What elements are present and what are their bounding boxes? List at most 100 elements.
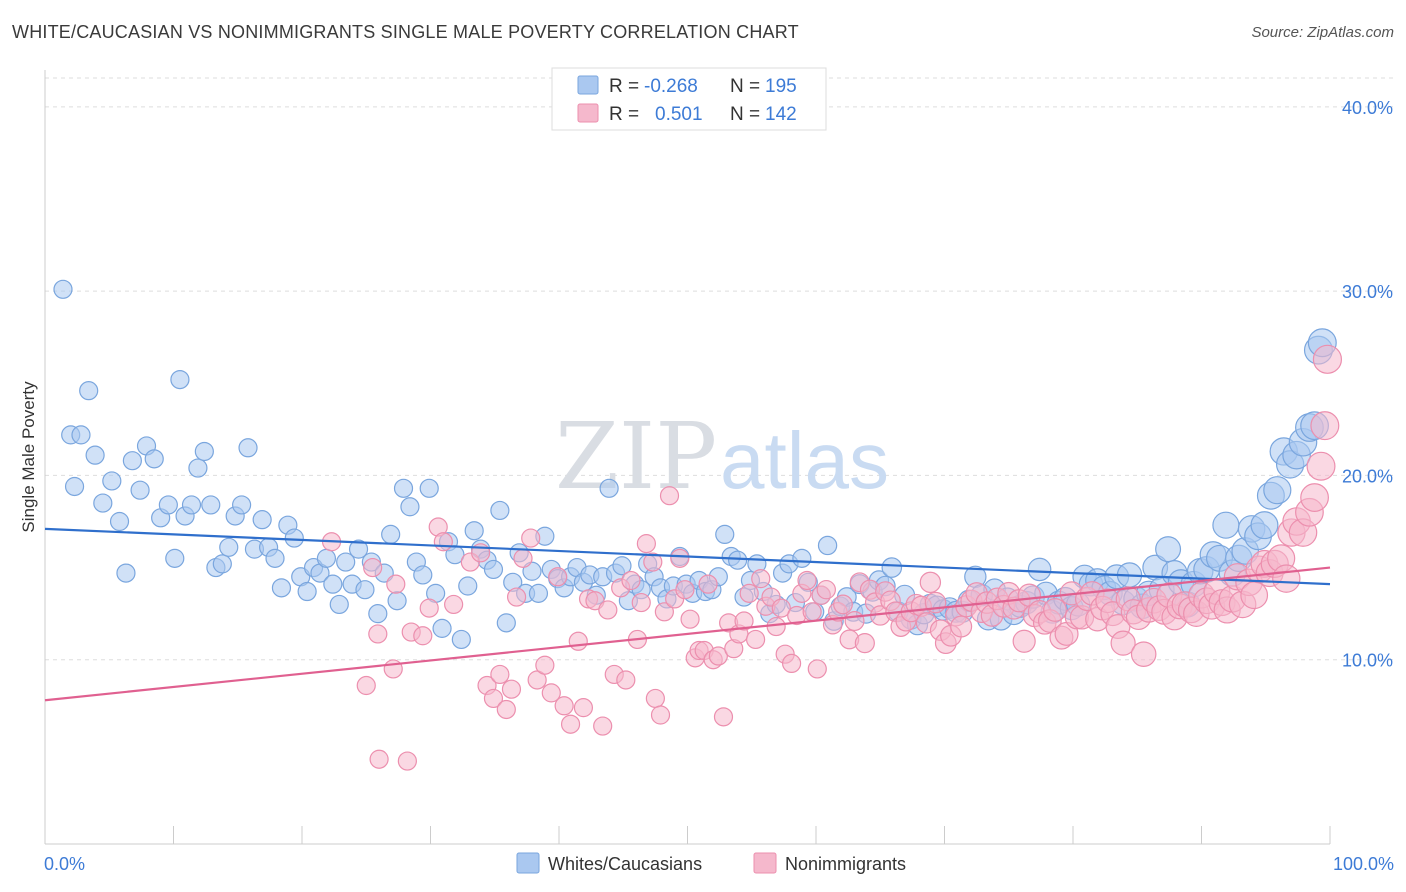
data-point [496, 699, 516, 720]
data-point [554, 696, 574, 716]
data-point [1272, 564, 1301, 593]
data-point [645, 688, 665, 709]
y-tick-label: 40.0% [1342, 98, 1393, 118]
data-point [232, 495, 252, 515]
data-point [751, 569, 771, 589]
data-point [201, 495, 221, 515]
data-point [483, 559, 504, 580]
y-tick-label: 20.0% [1342, 466, 1393, 486]
data-point [593, 716, 613, 736]
data-point [816, 579, 836, 600]
data-point [490, 500, 510, 521]
data-point [271, 578, 292, 598]
data-point [636, 534, 656, 554]
data-point [144, 449, 164, 469]
data-point [506, 587, 527, 607]
data-point [85, 445, 105, 465]
data-point [212, 554, 232, 574]
data-point [734, 611, 754, 631]
data-point [513, 548, 533, 568]
data-point [792, 548, 812, 568]
data-point [444, 594, 464, 615]
axes [44, 70, 1331, 845]
data-point [521, 528, 541, 548]
legend-n-value-nonimmigrants: 142 [765, 104, 797, 125]
data-point [116, 563, 136, 583]
watermark: ZIP atlas [555, 403, 889, 510]
data-point [348, 539, 369, 559]
data-point [432, 618, 452, 638]
data-point [616, 670, 636, 690]
data-point [713, 707, 734, 727]
bottom-legend-label-nonimmigrants: Nonimmigrants [785, 854, 906, 874]
data-point [355, 580, 375, 600]
data-point [881, 557, 903, 578]
data-point [599, 478, 619, 498]
data-point [336, 552, 356, 572]
data-point [854, 633, 875, 654]
legend-r-label-nonimmigrants: R = [609, 104, 639, 125]
watermark-atlas: atlas [720, 416, 889, 505]
legend-r-value-nonimmigrants: 0.501 [655, 104, 703, 125]
data-point [708, 646, 728, 666]
data-point [1310, 411, 1340, 441]
bottom-legend-label-whites: Whites/Caucasians [548, 854, 702, 874]
legend-n-label-nonimmigrants: N = [730, 104, 760, 125]
data-point [122, 451, 142, 471]
data-point [93, 493, 113, 513]
data-point [79, 381, 99, 401]
legend-r-label-whites: R = [609, 76, 639, 97]
data-point [297, 581, 317, 602]
chart-title: WHITE/CAUCASIAN VS NONIMMIGRANTS SINGLE … [12, 22, 799, 42]
trend-line [44, 566, 1331, 702]
data-point [833, 594, 853, 615]
data-point [369, 749, 389, 769]
data-point [284, 528, 304, 548]
data-point [844, 611, 865, 632]
data-point [1250, 511, 1279, 540]
bottom-legend: Whites/Caucasians Nonimmigrants [516, 852, 906, 874]
data-point [363, 557, 383, 578]
data-point [560, 714, 581, 734]
data-point [496, 613, 516, 633]
data-point [265, 548, 285, 568]
data-point [433, 532, 453, 552]
legend-r-value-whites: -0.268 [644, 76, 698, 97]
legend-swatch-nonimmigrants [577, 103, 599, 123]
data-point [194, 441, 214, 462]
data-point [464, 521, 484, 541]
data-point [71, 425, 91, 445]
data-point [675, 580, 695, 600]
data-point [612, 556, 632, 576]
data-point [368, 624, 388, 644]
data-point [802, 602, 822, 622]
watermark-zip: ZIP [555, 403, 717, 510]
data-point [568, 631, 588, 651]
series-nonimmigrants-points [321, 344, 1343, 771]
data-point [1043, 598, 1067, 622]
data-point [109, 511, 130, 532]
trend-lines [44, 527, 1331, 702]
legend-n-label-whites: N = [730, 76, 760, 97]
data-point [329, 594, 349, 615]
data-point [573, 698, 594, 718]
bottom-legend-swatch-whites [516, 852, 540, 874]
y-tick-label: 30.0% [1342, 282, 1393, 302]
data-point [621, 570, 641, 591]
data-point [170, 370, 190, 390]
data-point [53, 279, 73, 299]
data-point [501, 679, 522, 699]
data-point [654, 602, 674, 622]
data-point [781, 653, 802, 674]
data-point [631, 592, 651, 613]
data-point [528, 583, 549, 603]
data-point [950, 615, 973, 638]
data-point [728, 550, 748, 570]
data-point [1306, 451, 1336, 481]
data-point [397, 751, 417, 771]
data-point [659, 486, 680, 506]
data-point [527, 670, 547, 690]
data-point [102, 471, 122, 491]
data-point [181, 495, 202, 515]
data-point [419, 478, 439, 498]
